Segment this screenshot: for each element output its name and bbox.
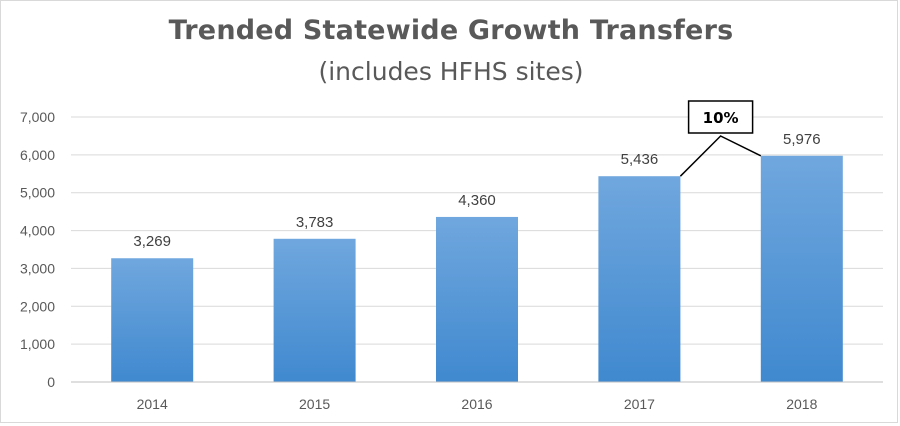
y-tick-label: 3,000 [20, 260, 55, 276]
data-label-2018: 5,976 [783, 131, 821, 148]
y-tick-label: 6,000 [20, 147, 55, 163]
x-tick-label-2016: 2016 [461, 396, 492, 412]
bar-2016 [436, 216, 518, 382]
x-tick-label-2015: 2015 [299, 396, 330, 412]
data-label-2014: 3,269 [133, 233, 171, 250]
data-label-2015: 3,783 [296, 214, 334, 231]
bars [111, 155, 843, 382]
bar-2018 [760, 155, 843, 382]
y-tick-label: 0 [47, 374, 55, 390]
chart-title: Trended Statewide Growth Transfers [168, 15, 734, 46]
y-tick-label: 1,000 [20, 336, 55, 352]
growth-callout: 10% [679, 100, 762, 177]
axes: 0 1,000 2,000 3,000 4,000 5,000 6,000 7,000 2014… [20, 109, 883, 412]
y-tick-label: 4,000 [20, 223, 55, 239]
data-label-2017: 5,436 [621, 151, 659, 168]
y-tick-label: 5,000 [20, 185, 55, 201]
bar-2017 [598, 176, 681, 382]
x-tick-label-2014: 2014 [137, 396, 168, 412]
x-tick-label-2017: 2017 [624, 396, 655, 412]
callout-leader-lines [679, 135, 762, 177]
y-tick-label: 2,000 [20, 298, 55, 314]
callout-text: 10% [703, 109, 739, 127]
data-labels: 3,269 3,783 4,360 5,436 5,976 [133, 131, 820, 250]
bar-2014 [111, 258, 194, 382]
data-label-2016: 4,360 [458, 192, 496, 209]
callout-box [687, 100, 754, 134]
x-tick-label-2018: 2018 [786, 396, 817, 412]
chart-subtitle: (includes HFHS sites) [318, 57, 584, 86]
bar-2015 [273, 238, 356, 382]
y-tick-label: 7,000 [20, 109, 55, 125]
